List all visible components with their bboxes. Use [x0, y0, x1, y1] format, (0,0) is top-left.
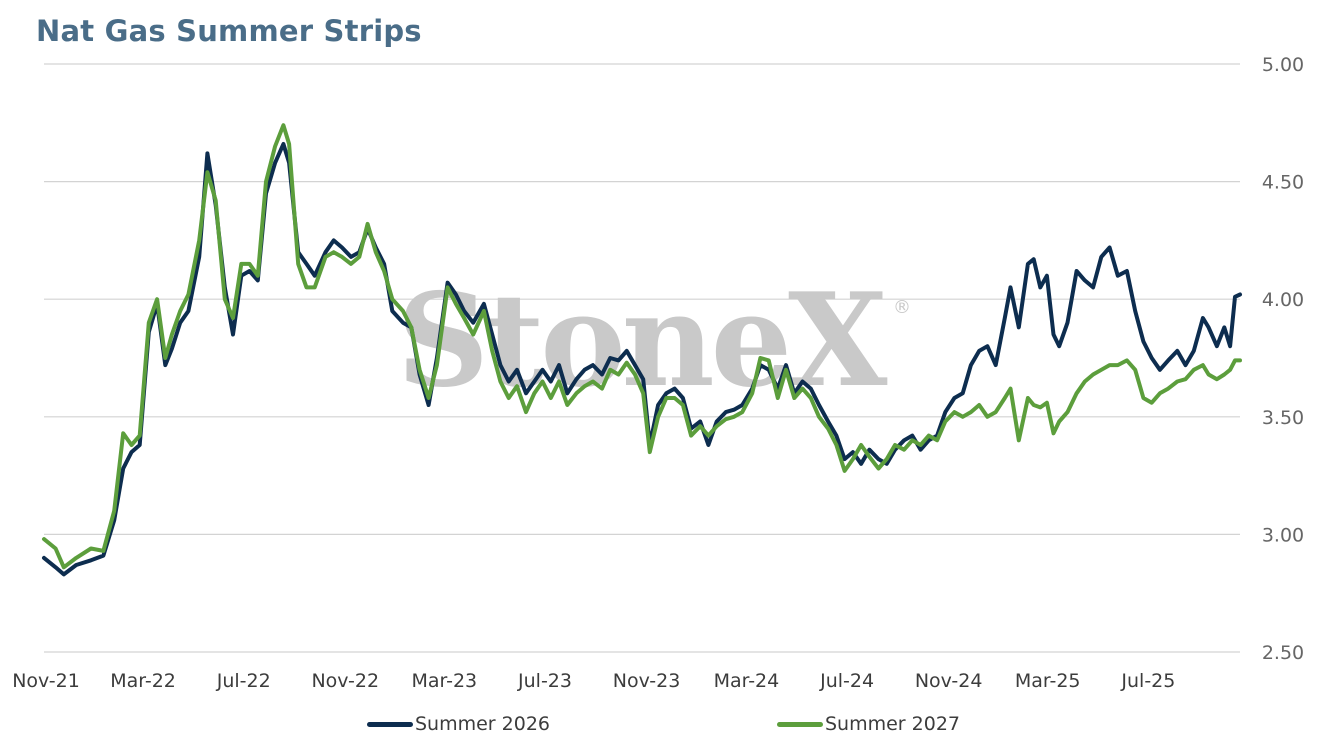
x-tick-label: Nov-22: [311, 670, 379, 692]
x-tick-label: Jul-25: [1120, 670, 1175, 692]
y-tick-label: 3.00: [1262, 524, 1304, 546]
x-tick-label: Nov-24: [915, 670, 983, 692]
x-tick-label: Jul-23: [517, 670, 572, 692]
series-lines: [42, 123, 1242, 577]
y-tick-label: 3.50: [1262, 407, 1304, 429]
legend-swatch-summer-2026: [367, 721, 413, 727]
legend-label-summer-2026: Summer 2026: [415, 713, 551, 735]
x-tick-label: Mar-23: [411, 670, 477, 692]
legend-label-summer-2027: Summer 2027: [825, 713, 961, 735]
legend-swatch-summer-2027: [777, 721, 823, 727]
legend-item-summer-2026: Summer 2026: [367, 713, 550, 735]
series-line-summer-2027: [42, 123, 1242, 570]
x-tick-label: Nov-21: [12, 670, 80, 692]
watermark: StoneX ®: [397, 266, 911, 416]
legend-item-summer-2027: Summer 2027: [777, 713, 960, 735]
line-chart: StoneX ® 5.00 4.50 4.00 3.50 3.00 2.50 Nov-21…: [12, 54, 1304, 692]
y-axis-ticks: 5.00 4.50 4.00 3.50 3.00 2.50: [1262, 54, 1304, 664]
gridlines: [44, 63, 1240, 653]
y-tick-label: 4.50: [1262, 172, 1304, 194]
x-tick-label: Jul-24: [819, 670, 874, 692]
x-axis-ticks: Nov-21 Mar-22 Jul-22 Nov-22 Mar-23 Jul-23 Nov-…: [12, 670, 1175, 692]
watermark-registered-mark: ®: [893, 297, 911, 318]
y-tick-label: 5.00: [1262, 54, 1304, 76]
x-tick-label: Mar-22: [110, 670, 176, 692]
x-tick-label: Mar-24: [714, 670, 780, 692]
y-tick-label: 4.00: [1262, 289, 1304, 311]
y-tick-label: 2.50: [1262, 642, 1304, 664]
x-tick-label: Mar-25: [1015, 670, 1081, 692]
x-tick-label: Nov-23: [613, 670, 681, 692]
legend: Summer 2026 Summer 2027: [0, 713, 1327, 741]
chart-title: Nat Gas Summer Strips: [36, 14, 422, 48]
x-tick-label: Jul-22: [216, 670, 271, 692]
